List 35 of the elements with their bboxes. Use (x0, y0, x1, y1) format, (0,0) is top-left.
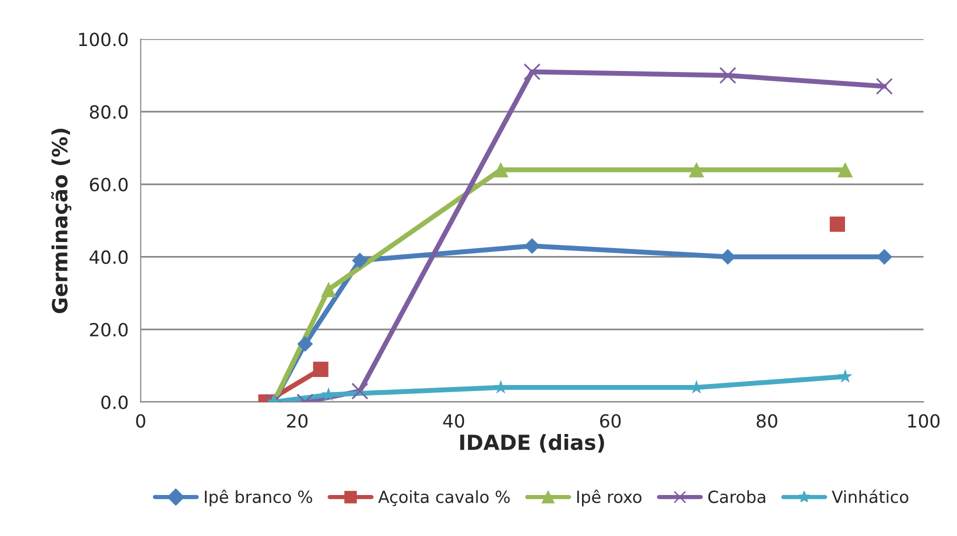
point (838, 162, 853, 178)
legend-label: Ipê roxo (577, 490, 642, 506)
y-tick-label: 0.0 (101, 395, 128, 410)
x-tick-label: 100 (908, 414, 940, 428)
point (830, 216, 846, 232)
point (352, 252, 368, 268)
y-tick-label: 20.0 (90, 322, 128, 337)
legend-label: Vinhático (832, 490, 908, 504)
x-tick-label: 60 (600, 414, 621, 428)
point (297, 336, 313, 352)
point (719, 66, 736, 84)
point (524, 238, 540, 254)
x-tick-label: 80 (756, 414, 778, 428)
y-tick-label: 100.0 (79, 32, 128, 46)
legend-label: Açoita cavalo % (378, 490, 510, 506)
point (838, 368, 852, 383)
x-tick-label: 0 (136, 414, 146, 428)
point (321, 387, 336, 401)
x-tick-label: 20 (287, 414, 308, 428)
point (876, 78, 893, 95)
y-tick-label: 40.0 (90, 250, 128, 264)
y-tick-label: 60.0 (90, 178, 128, 192)
legend-label: Caroba (708, 490, 766, 504)
point (351, 382, 368, 400)
x-tick-label: 40 (443, 414, 464, 428)
y-tick-label: 80.0 (90, 105, 128, 119)
point (688, 162, 704, 178)
point (524, 63, 541, 80)
point (876, 248, 892, 265)
point (320, 282, 336, 298)
point (313, 362, 328, 377)
y-axis-title: Germinação (%) (51, 128, 72, 314)
x-axis-title: IDADE (dias) (460, 434, 604, 453)
legend-label: Ipê branco % (204, 490, 312, 506)
point (493, 162, 508, 178)
